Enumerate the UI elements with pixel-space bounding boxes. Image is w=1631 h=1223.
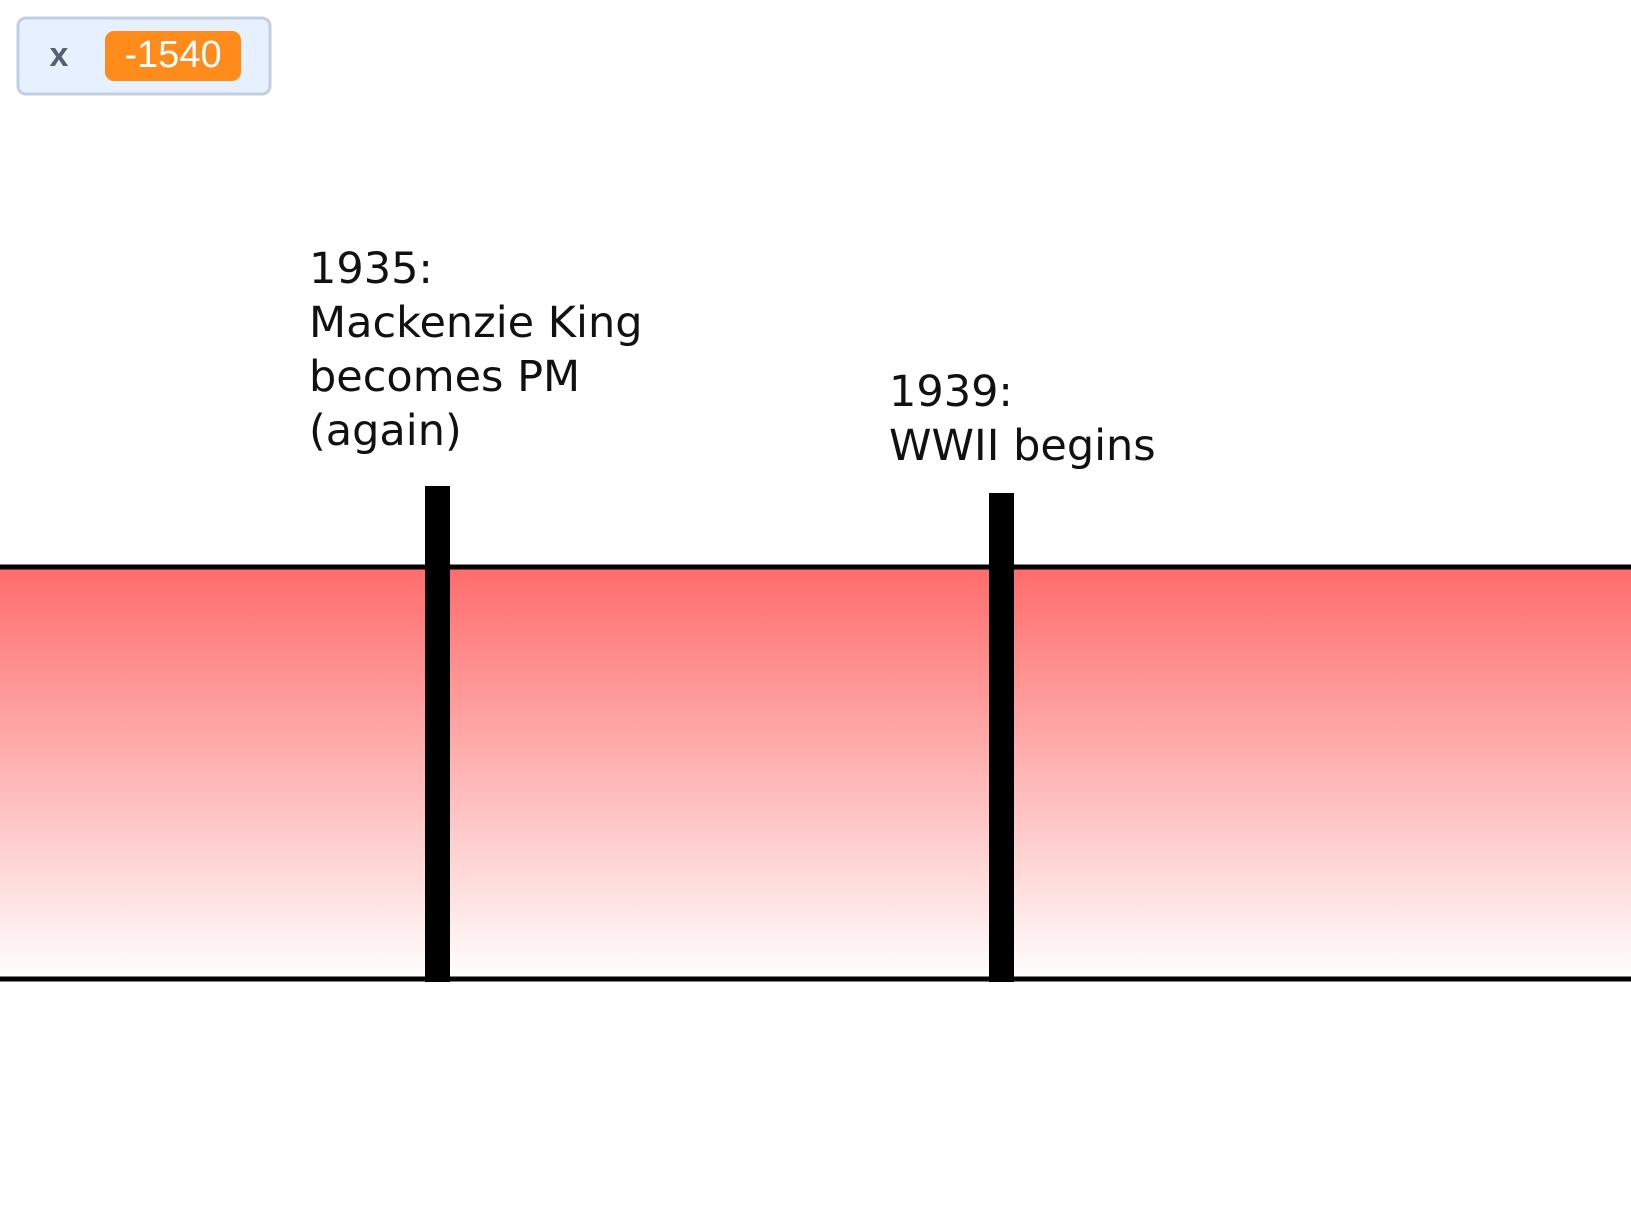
timeline-band [0,567,1631,979]
event-marker [425,486,450,982]
variable-monitor: x -1540 [16,16,272,96]
event-label: 1935: [309,244,433,294]
event-marker [989,493,1014,982]
event-label: Mackenzie King [309,298,643,348]
event-label: WWII begins [889,421,1156,471]
event-label: 1939: [889,367,1013,417]
monitor-value: -1540 [124,34,221,76]
event-label: becomes PM [309,352,580,402]
event-label: (again) [309,406,462,456]
monitor-value-pill [105,31,241,81]
monitor-label: x [50,36,69,74]
